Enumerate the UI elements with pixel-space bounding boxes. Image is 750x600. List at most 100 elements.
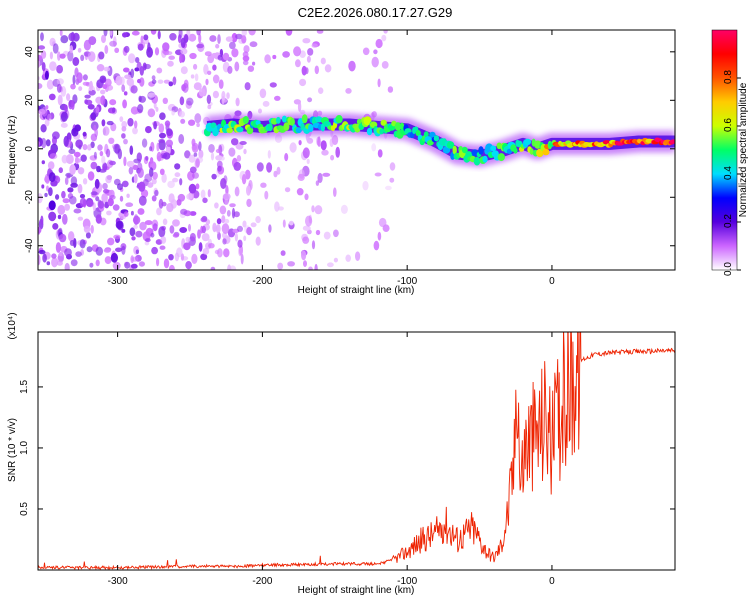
spectrogram-noise-cell [189,211,197,216]
spectrogram-noise-cell [302,147,310,159]
spectrogram-noise-cell [72,74,76,85]
spectrogram-ridge-cell [308,124,314,132]
spectrogram-noise-cell [178,134,185,144]
spectrogram-noise-cell [75,139,83,148]
spectrogram-noise-cell [202,197,208,204]
spectrogram-noise-cell [317,172,323,184]
spectrogram-noise-cell [214,202,219,209]
spectrogram-noise-cell [161,201,167,207]
snr-x-axis-label: Height of straight line (km) [298,585,415,596]
spectrogram-noise-cell [45,139,51,147]
spectrogram-noise-cell [66,173,71,179]
spectrogram-noise-cell [93,151,97,159]
spectrogram-noise-cell [231,138,239,146]
spectrogram-noise-cell [269,82,277,88]
spectrogram-noise-cell [57,94,63,106]
spectrogram-noise-cell [242,60,249,66]
spectrogram-noise-cell [345,254,352,262]
spectrogram-noise-cell [119,116,124,122]
spectrogram-noise-cell [159,245,166,250]
spectrogram-noise-cell [301,65,307,76]
spectrogram-noise-cell [131,30,140,36]
spectrogram-noise-cell [237,225,243,232]
spectrogram-noise-cell [55,194,60,200]
spectrogram-noise-cell [46,79,54,90]
spectrogram-noise-cell [134,120,138,129]
spectrogram-noise-cell [191,138,196,147]
spectrogram-noise-cell [123,156,127,167]
spectrogram-noise-cell [248,30,256,36]
spectrogram-noise-cell [123,45,130,53]
spectrogram-ridge-cell [335,115,343,124]
spectrogram-noise-cell [241,174,247,185]
spectrogram-noise-cell [49,51,54,60]
spectrogram-noise-cell [222,238,227,245]
spectrogram-noise-cell [90,224,94,234]
spectrogram-noise-cell [44,176,50,183]
spectrogram-noise-cell [211,173,217,180]
spectrogram-noise-cell [198,33,202,44]
spectrogram-noise-cell [38,141,41,147]
spectrogram-noise-cell [236,155,242,162]
spectrogram-noise-cell [268,224,272,233]
spectrogram-noise-cell [362,47,370,56]
colorbar-tick-label: 0.2 [723,214,734,228]
spectrogram-noise-cell [231,48,239,58]
spectrogram-noise-cell [222,52,230,61]
spectrogram-noise-cell [204,51,212,57]
spectrogram-ridge-cell [482,155,488,163]
spectrogram-noise-cell [138,95,142,103]
spectrogram-noise-cell [41,62,46,72]
spectrogram-noise-cell [217,231,221,241]
spectrogram-noise-cell [174,252,180,262]
spectrogram-noise-cell [195,158,200,168]
spectrogram-noise-cell [293,46,302,57]
spectrogram-noise-cell [147,92,156,98]
spectrogram-noise-cell [327,262,334,268]
spectrogram-ridge-cell [670,139,675,144]
spectrogram-ridge-cell [426,140,434,146]
spectrogram-noise-cell [79,194,86,199]
spectrogram-noise-cell [320,57,326,65]
spectrogram-noise-cell [40,32,44,42]
spectrogram-x-axis: -300 -200 -100 0 [108,30,555,287]
spectrogram-noise-cell [64,104,68,113]
spectrogram-noise-cell [121,245,126,255]
colorbar-gradient [711,29,738,271]
x-tick-label: 0 [549,276,555,287]
spectrogram-noise-cell [209,35,217,42]
spectrogram-noise-cell [112,204,120,211]
spectrogram-noise-cell [132,164,139,170]
spectrogram-noise-cell [68,32,76,42]
spectrogram-noise-cell [100,89,106,95]
spectrogram-noise-cell [110,252,118,263]
spectrogram-noise-cell [56,78,64,85]
spectrogram-noise-cell [90,161,98,170]
spectrogram-noise-cell [307,48,314,56]
y-tick-label: 1.5 [19,380,30,394]
spectrogram-noise-cell [134,67,140,72]
spectrogram-noise-cell [84,94,91,99]
x-tick-label: -100 [397,576,417,587]
spectrogram-noise-cell [99,150,104,157]
spectrogram-noise-cell [71,127,79,137]
spectrogram-noise-cell [97,144,103,151]
spectrogram-noise-cell [129,227,136,237]
spectrogram-noise-cell [52,43,59,54]
x-tick-label: -300 [108,276,128,287]
spectrogram-noise-cell [137,167,144,178]
spectrogram-noise-cell [244,82,251,91]
spectrogram-noise-cell [191,253,198,264]
snr-line-layer [38,332,675,570]
spectrogram-noise-cell [280,250,286,256]
spectrogram-noise-cell [377,149,383,158]
spectrogram-noise-cell [182,82,189,93]
spectrogram-noise-cell [93,124,97,132]
spectrogram-noise-cell [383,30,388,34]
spectrogram-noise-cell [138,181,146,192]
spectrogram-ridge-cell [524,138,532,145]
spectrogram-noise-cell [260,182,267,188]
spectrogram-noise-cell [137,104,144,113]
spectrogram-noise-cell [184,150,191,159]
spectrogram-noise-cell [188,223,191,232]
